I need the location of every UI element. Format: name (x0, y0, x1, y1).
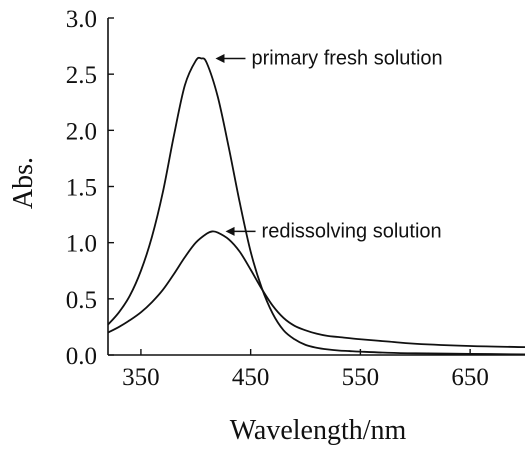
x-axis-title: Wavelength/nm (230, 415, 407, 446)
y-tick-label: 1.5 (66, 175, 97, 202)
y-tick-label: 2.0 (66, 118, 97, 145)
series-line-2 (107, 230, 526, 349)
x-tick-label: 350 (122, 364, 160, 391)
y-tick-label: 1.0 (66, 231, 97, 258)
series-layer (107, 56, 526, 356)
x-tick-label: 650 (451, 364, 489, 391)
y-tick-label: 0.5 (66, 287, 97, 314)
series-line-1 (107, 56, 526, 356)
y-tick-label: 2.5 (66, 62, 97, 89)
annotation-arrowhead-2 (225, 226, 235, 236)
annotation-layer: primary fresh solution redissolving solut… (215, 47, 443, 242)
ticks-layer: 0.0 0.5 1.0 1.5 2.0 2.5 3.0 350 450 550 650 (66, 6, 489, 391)
x-tick-label: 550 (342, 364, 380, 391)
annotation-arrowhead-1 (215, 53, 225, 63)
y-axis-title: Abs. (8, 157, 39, 209)
y-tick-label: 0.0 (66, 343, 97, 370)
annotation-label-2: redissolving solution (262, 220, 442, 242)
x-tick-label: 450 (232, 364, 270, 391)
y-tick-label: 3.0 (66, 6, 97, 33)
annotation-label-1: primary fresh solution (251, 47, 442, 69)
